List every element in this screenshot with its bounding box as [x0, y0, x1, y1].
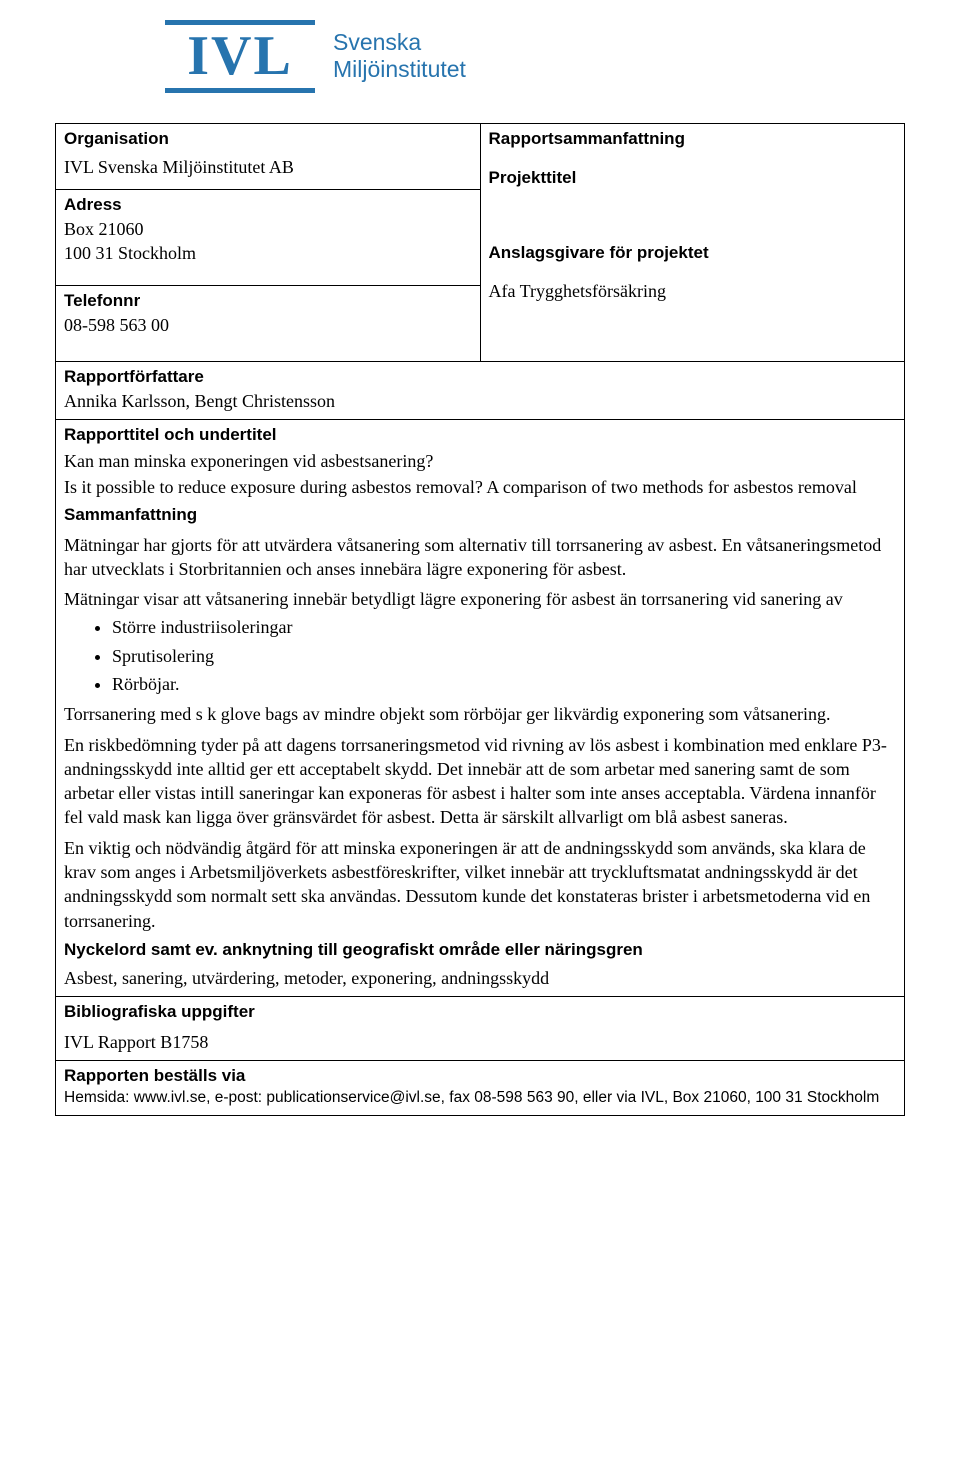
cell-right-block: Rapportsammanfattning Projekttitel Ansla…: [480, 123, 905, 361]
value-anslagsgivare: Afa Trygghetsförsäkring: [489, 279, 897, 303]
value-adress-line1: Box 21060: [64, 217, 472, 241]
value-forfattare: Annika Karlsson, Bengt Christensson: [64, 389, 896, 413]
logo-letters: IVL: [187, 25, 293, 88]
bullet-1: Större industriisoleringar: [112, 615, 896, 639]
summary-bullets: Större industriisoleringar Sprutisolerin…: [112, 615, 896, 696]
cell-adress: Adress Box 21060 100 31 Stockholm: [56, 189, 481, 285]
document-page: IVL Svenska Miljöinstitutet Organisation…: [0, 0, 960, 1146]
cell-bibliografiska: Bibliografiska uppgifter IVL Rapport B17…: [56, 997, 905, 1061]
label-rapportsammanfattning: Rapportsammanfattning: [489, 128, 897, 151]
value-order: Hemsida: www.ivl.se, e-post: publication…: [64, 1088, 896, 1109]
label-order: Rapporten beställs via: [64, 1065, 896, 1088]
bullet-3: Rörböjar.: [112, 672, 896, 696]
label-rapporttitel: Rapporttitel och undertitel: [64, 424, 896, 447]
label-anslagsgivare: Anslagsgivare för projektet: [489, 242, 897, 265]
summary-p3: Torrsanering med s k glove bags av mindr…: [64, 702, 896, 726]
summary-p4: En riskbedömning tyder på att dagens tor…: [64, 733, 896, 830]
value-telefon: 08-598 563 00: [64, 313, 472, 337]
value-bibliografiska: IVL Rapport B1758: [64, 1030, 896, 1054]
logo-mark: IVL: [165, 20, 315, 93]
label-adress: Adress: [64, 194, 472, 217]
summary-p1: Mätningar har gjorts för att utvärdera v…: [64, 533, 896, 582]
cell-body: Rapporttitel och undertitel Kan man mins…: [56, 420, 905, 997]
label-forfattare: Rapportförfattare: [64, 366, 896, 389]
cell-forfattare: Rapportförfattare Annika Karlsson, Bengt…: [56, 361, 905, 419]
cell-order: Rapporten beställs via Hemsida: www.ivl.…: [56, 1061, 905, 1116]
label-nyckelord: Nyckelord samt ev. anknytning till geogr…: [64, 939, 896, 962]
logo-sub-line1: Svenska: [333, 29, 466, 57]
rapporttitel-line2: Is it possible to reduce exposure during…: [64, 475, 896, 499]
label-sammanfattning: Sammanfattning: [64, 504, 896, 527]
value-organisation: IVL Svenska Miljöinstitutet AB: [64, 155, 472, 179]
label-organisation: Organisation: [64, 128, 472, 151]
logo-rule-bottom: [165, 88, 315, 93]
rapporttitel-line1: Kan man minska exponeringen vid asbestsa…: [64, 449, 896, 473]
summary-p5: En viktig och nödvändig åtgärd för att m…: [64, 836, 896, 933]
value-nyckelord: Asbest, sanering, utvärdering, metoder, …: [64, 966, 896, 990]
label-telefon: Telefonnr: [64, 290, 472, 313]
logo-subtitle: Svenska Miljöinstitutet: [333, 29, 466, 84]
logo: IVL Svenska Miljöinstitutet: [55, 20, 905, 93]
logo-sub-line2: Miljöinstitutet: [333, 56, 466, 84]
report-meta-table: Organisation IVL Svenska Miljöinstitutet…: [55, 123, 905, 1116]
label-projekttitel: Projekttitel: [489, 167, 897, 190]
summary-p2: Mätningar visar att våtsanering innebär …: [64, 587, 896, 611]
cell-telefon: Telefonnr 08-598 563 00: [56, 285, 481, 361]
cell-organisation: Organisation IVL Svenska Miljöinstitutet…: [56, 123, 481, 189]
bullet-2: Sprutisolering: [112, 644, 896, 668]
label-bibliografiska: Bibliografiska uppgifter: [64, 1001, 896, 1024]
value-adress-line2: 100 31 Stockholm: [64, 241, 472, 265]
